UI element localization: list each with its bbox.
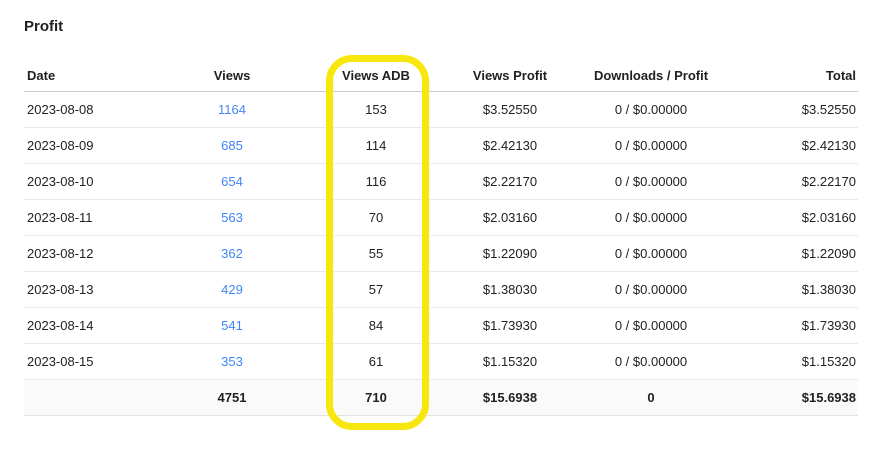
table-row: 2023-08-11 563 70 $2.03160 0 / $0.00000 … xyxy=(24,199,858,236)
totals-views-adb: 710 xyxy=(304,379,448,416)
views-link[interactable]: 685 xyxy=(221,138,243,153)
table-row: 2023-08-08 1164 153 $3.52550 0 / $0.0000… xyxy=(24,91,858,128)
header-views-adb: Views ADB xyxy=(304,60,448,92)
cell-total: $1.38030 xyxy=(730,271,858,308)
cell-date: 2023-08-15 xyxy=(24,343,160,380)
totals-downloads-profit: 0 xyxy=(572,379,730,416)
cell-views-profit: $1.15320 xyxy=(448,343,572,380)
cell-downloads-profit: 0 / $0.00000 xyxy=(572,199,730,236)
table-row: 2023-08-13 429 57 $1.38030 0 / $0.00000 … xyxy=(24,271,858,308)
cell-views-profit: $1.38030 xyxy=(448,271,572,308)
cell-date: 2023-08-14 xyxy=(24,307,160,344)
cell-views: 1164 xyxy=(160,91,304,128)
cell-downloads-profit: 0 / $0.00000 xyxy=(572,163,730,200)
cell-total: $2.03160 xyxy=(730,199,858,236)
totals-date xyxy=(24,379,160,416)
views-link[interactable]: 353 xyxy=(221,354,243,369)
cell-views-profit: $1.73930 xyxy=(448,307,572,344)
cell-downloads-profit: 0 / $0.00000 xyxy=(572,127,730,164)
cell-views: 654 xyxy=(160,163,304,200)
table-row: 2023-08-10 654 116 $2.22170 0 / $0.00000… xyxy=(24,163,858,200)
cell-views-profit: $3.52550 xyxy=(448,91,572,128)
table-row: 2023-08-09 685 114 $2.42130 0 / $0.00000… xyxy=(24,127,858,164)
table-body: 2023-08-08 1164 153 $3.52550 0 / $0.0000… xyxy=(24,91,858,416)
profit-table: Date Views Views ADB Views Profit Downlo… xyxy=(24,60,858,416)
cell-views: 563 xyxy=(160,199,304,236)
views-link[interactable]: 1164 xyxy=(218,102,246,117)
cell-date: 2023-08-12 xyxy=(24,235,160,272)
header-views: Views xyxy=(160,60,304,92)
cell-downloads-profit: 0 / $0.00000 xyxy=(572,235,730,272)
table-row: 2023-08-14 541 84 $1.73930 0 / $0.00000 … xyxy=(24,307,858,344)
cell-views-profit: $1.22090 xyxy=(448,235,572,272)
cell-downloads-profit: 0 / $0.00000 xyxy=(572,91,730,128)
table-row: 2023-08-12 362 55 $1.22090 0 / $0.00000 … xyxy=(24,235,858,272)
totals-row: 4751 710 $15.6938 0 $15.6938 xyxy=(24,379,858,416)
table-row: 2023-08-15 353 61 $1.15320 0 / $0.00000 … xyxy=(24,343,858,380)
cell-views-adb: 55 xyxy=(304,235,448,272)
table-header: Date Views Views ADB Views Profit Downlo… xyxy=(24,60,858,92)
header-date: Date xyxy=(24,60,160,92)
cell-views-profit: $2.03160 xyxy=(448,199,572,236)
views-link[interactable]: 429 xyxy=(221,282,243,297)
header-downloads-profit: Downloads / Profit xyxy=(572,60,730,92)
cell-views: 685 xyxy=(160,127,304,164)
cell-date: 2023-08-08 xyxy=(24,91,160,128)
header-total: Total xyxy=(730,60,858,92)
views-link[interactable]: 541 xyxy=(221,318,243,333)
cell-date: 2023-08-09 xyxy=(24,127,160,164)
cell-total: $1.73930 xyxy=(730,307,858,344)
cell-total: $1.15320 xyxy=(730,343,858,380)
cell-views: 541 xyxy=(160,307,304,344)
totals-views: 4751 xyxy=(160,379,304,416)
cell-total: $2.42130 xyxy=(730,127,858,164)
cell-total: $3.52550 xyxy=(730,91,858,128)
cell-downloads-profit: 0 / $0.00000 xyxy=(572,307,730,344)
cell-date: 2023-08-13 xyxy=(24,271,160,308)
cell-total: $1.22090 xyxy=(730,235,858,272)
header-row: Date Views Views ADB Views Profit Downlo… xyxy=(24,60,858,92)
views-link[interactable]: 563 xyxy=(221,210,243,225)
cell-views: 429 xyxy=(160,271,304,308)
cell-views-adb: 61 xyxy=(304,343,448,380)
totals-views-profit: $15.6938 xyxy=(448,379,572,416)
cell-date: 2023-08-10 xyxy=(24,163,160,200)
cell-views-adb: 57 xyxy=(304,271,448,308)
cell-date: 2023-08-11 xyxy=(24,199,160,236)
cell-views: 353 xyxy=(160,343,304,380)
cell-views-adb: 114 xyxy=(304,127,448,164)
cell-views: 362 xyxy=(160,235,304,272)
totals-total: $15.6938 xyxy=(730,379,858,416)
header-views-profit: Views Profit xyxy=(448,60,572,92)
cell-views-adb: 153 xyxy=(304,91,448,128)
cell-views-adb: 70 xyxy=(304,199,448,236)
cell-views-adb: 116 xyxy=(304,163,448,200)
cell-views-profit: $2.22170 xyxy=(448,163,572,200)
cell-views-profit: $2.42130 xyxy=(448,127,572,164)
page-title: Profit xyxy=(24,18,64,35)
cell-total: $2.22170 xyxy=(730,163,858,200)
views-link[interactable]: 654 xyxy=(221,174,243,189)
views-link[interactable]: 362 xyxy=(221,246,243,261)
cell-downloads-profit: 0 / $0.00000 xyxy=(572,343,730,380)
cell-views-adb: 84 xyxy=(304,307,448,344)
cell-downloads-profit: 0 / $0.00000 xyxy=(572,271,730,308)
